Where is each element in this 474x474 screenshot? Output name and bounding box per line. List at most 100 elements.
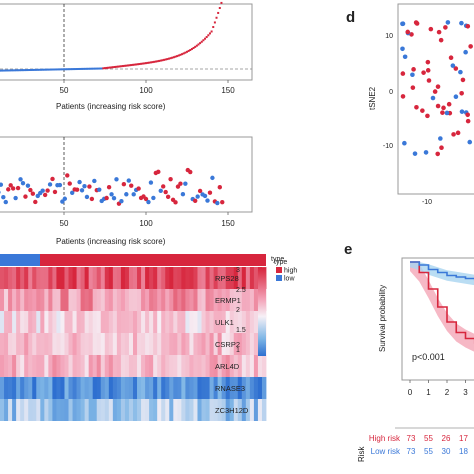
heatmap-cell <box>64 333 69 355</box>
tsne-point <box>458 69 463 75</box>
heatmap-cell <box>169 377 174 399</box>
heatmap-cell <box>112 333 118 355</box>
heatmap-cell <box>197 267 202 289</box>
status-point <box>84 194 90 200</box>
heatmap-cell <box>72 289 77 311</box>
risk-point <box>172 56 175 59</box>
heatmap-cell <box>12 289 17 311</box>
heatmap-row-label: CSRP2 <box>215 340 240 349</box>
heatmap-cell <box>76 289 82 311</box>
tsne-point <box>425 68 431 73</box>
heatmap-cell <box>0 333 5 355</box>
heatmap-cells <box>0 267 267 421</box>
status-point <box>121 181 127 187</box>
heatmap-cell <box>189 355 194 377</box>
status-point <box>10 186 16 191</box>
heatmap-cell <box>177 311 182 333</box>
risk-point <box>35 68 38 71</box>
heatmap-cell <box>116 355 122 377</box>
status-point <box>1 194 6 200</box>
heatmap-cell <box>233 289 239 311</box>
heatmap-cell <box>145 289 150 311</box>
tsne-point <box>425 113 430 119</box>
risk-table-high-label: High risk <box>369 434 401 443</box>
heatmap-cell <box>177 355 182 377</box>
heatmap-cell <box>0 311 5 333</box>
risk-table-cell: 17 <box>459 434 468 443</box>
heatmap-cell <box>153 399 158 421</box>
heatmap-cell <box>92 355 98 377</box>
heatmap-cell <box>217 289 223 311</box>
risk-point <box>148 61 151 64</box>
risk-point <box>8 69 11 72</box>
heatmap-cell <box>181 355 186 377</box>
legend-high-swatch <box>276 267 282 273</box>
heatmap-cell <box>165 289 170 311</box>
heatmap-cell <box>72 311 77 333</box>
heatmap-cell <box>8 399 13 421</box>
tsne-point <box>459 20 464 26</box>
heatmap-cell <box>165 399 170 421</box>
heatmap-cell <box>217 377 223 399</box>
heatmap-cell <box>32 289 37 311</box>
heatmap-cell <box>56 399 61 421</box>
risk-point <box>156 60 159 63</box>
risk-point <box>207 34 210 37</box>
heatmap-cell <box>8 289 13 311</box>
heatmap-cell <box>257 399 263 421</box>
risk-point <box>181 53 184 56</box>
heatmap-cell <box>185 399 190 421</box>
heatmap-cell <box>197 333 202 355</box>
heatmap-cell <box>241 289 247 311</box>
heatmap-cell <box>237 399 243 421</box>
heatmap-cell <box>72 267 77 289</box>
heatmap-cell <box>96 311 102 333</box>
risk-point <box>184 51 187 54</box>
heatmap-cell <box>88 311 94 333</box>
heatmap-cell <box>36 289 41 311</box>
heatmap-cell <box>249 289 255 311</box>
heatmap-cell <box>116 267 122 289</box>
status-point <box>47 182 53 187</box>
risk-point <box>23 69 26 72</box>
risk-point <box>66 68 69 71</box>
heatmap-cell <box>16 333 21 355</box>
heatmap-cell <box>185 267 190 289</box>
risk-point <box>118 65 121 68</box>
colorbar-tick-label: 1 <box>236 347 240 354</box>
heatmap-cell <box>261 399 267 421</box>
tsne-point <box>440 110 445 115</box>
heatmap-cell <box>104 399 110 421</box>
heatmap-cell <box>141 289 146 311</box>
status-x-label: Patients (increasing risk score) <box>56 237 166 246</box>
heatmap-cell <box>249 311 255 333</box>
heatmap-cell <box>225 289 231 311</box>
status-point <box>131 192 136 197</box>
heatmap-cell <box>201 311 206 333</box>
status-x-tick-label: 100 <box>139 219 153 228</box>
heatmap-cell <box>80 399 86 421</box>
risk-point <box>90 67 93 70</box>
tsne-point <box>410 72 415 78</box>
risk-point <box>189 49 192 52</box>
heatmap-cell <box>245 267 251 289</box>
heatmap-cell <box>141 355 146 377</box>
heatmap-cell <box>60 377 65 399</box>
heatmap-cell <box>124 399 130 421</box>
status-points <box>0 167 225 206</box>
heatmap-cell <box>253 311 259 333</box>
status-point <box>57 182 63 188</box>
heatmap-cell <box>76 399 82 421</box>
heatmap-cell <box>60 399 65 421</box>
km-line-low <box>410 261 474 281</box>
heatmap-cell <box>84 333 90 355</box>
heatmap-cell <box>0 399 5 421</box>
tsne-y-tick-label: 0 <box>389 89 393 96</box>
heatmap-cell <box>32 311 37 333</box>
heatmap-cell <box>157 333 162 355</box>
status-point <box>0 182 4 187</box>
tsne-point <box>465 23 471 29</box>
heatmap-cell <box>52 333 57 355</box>
heatmap-cell <box>137 355 142 377</box>
